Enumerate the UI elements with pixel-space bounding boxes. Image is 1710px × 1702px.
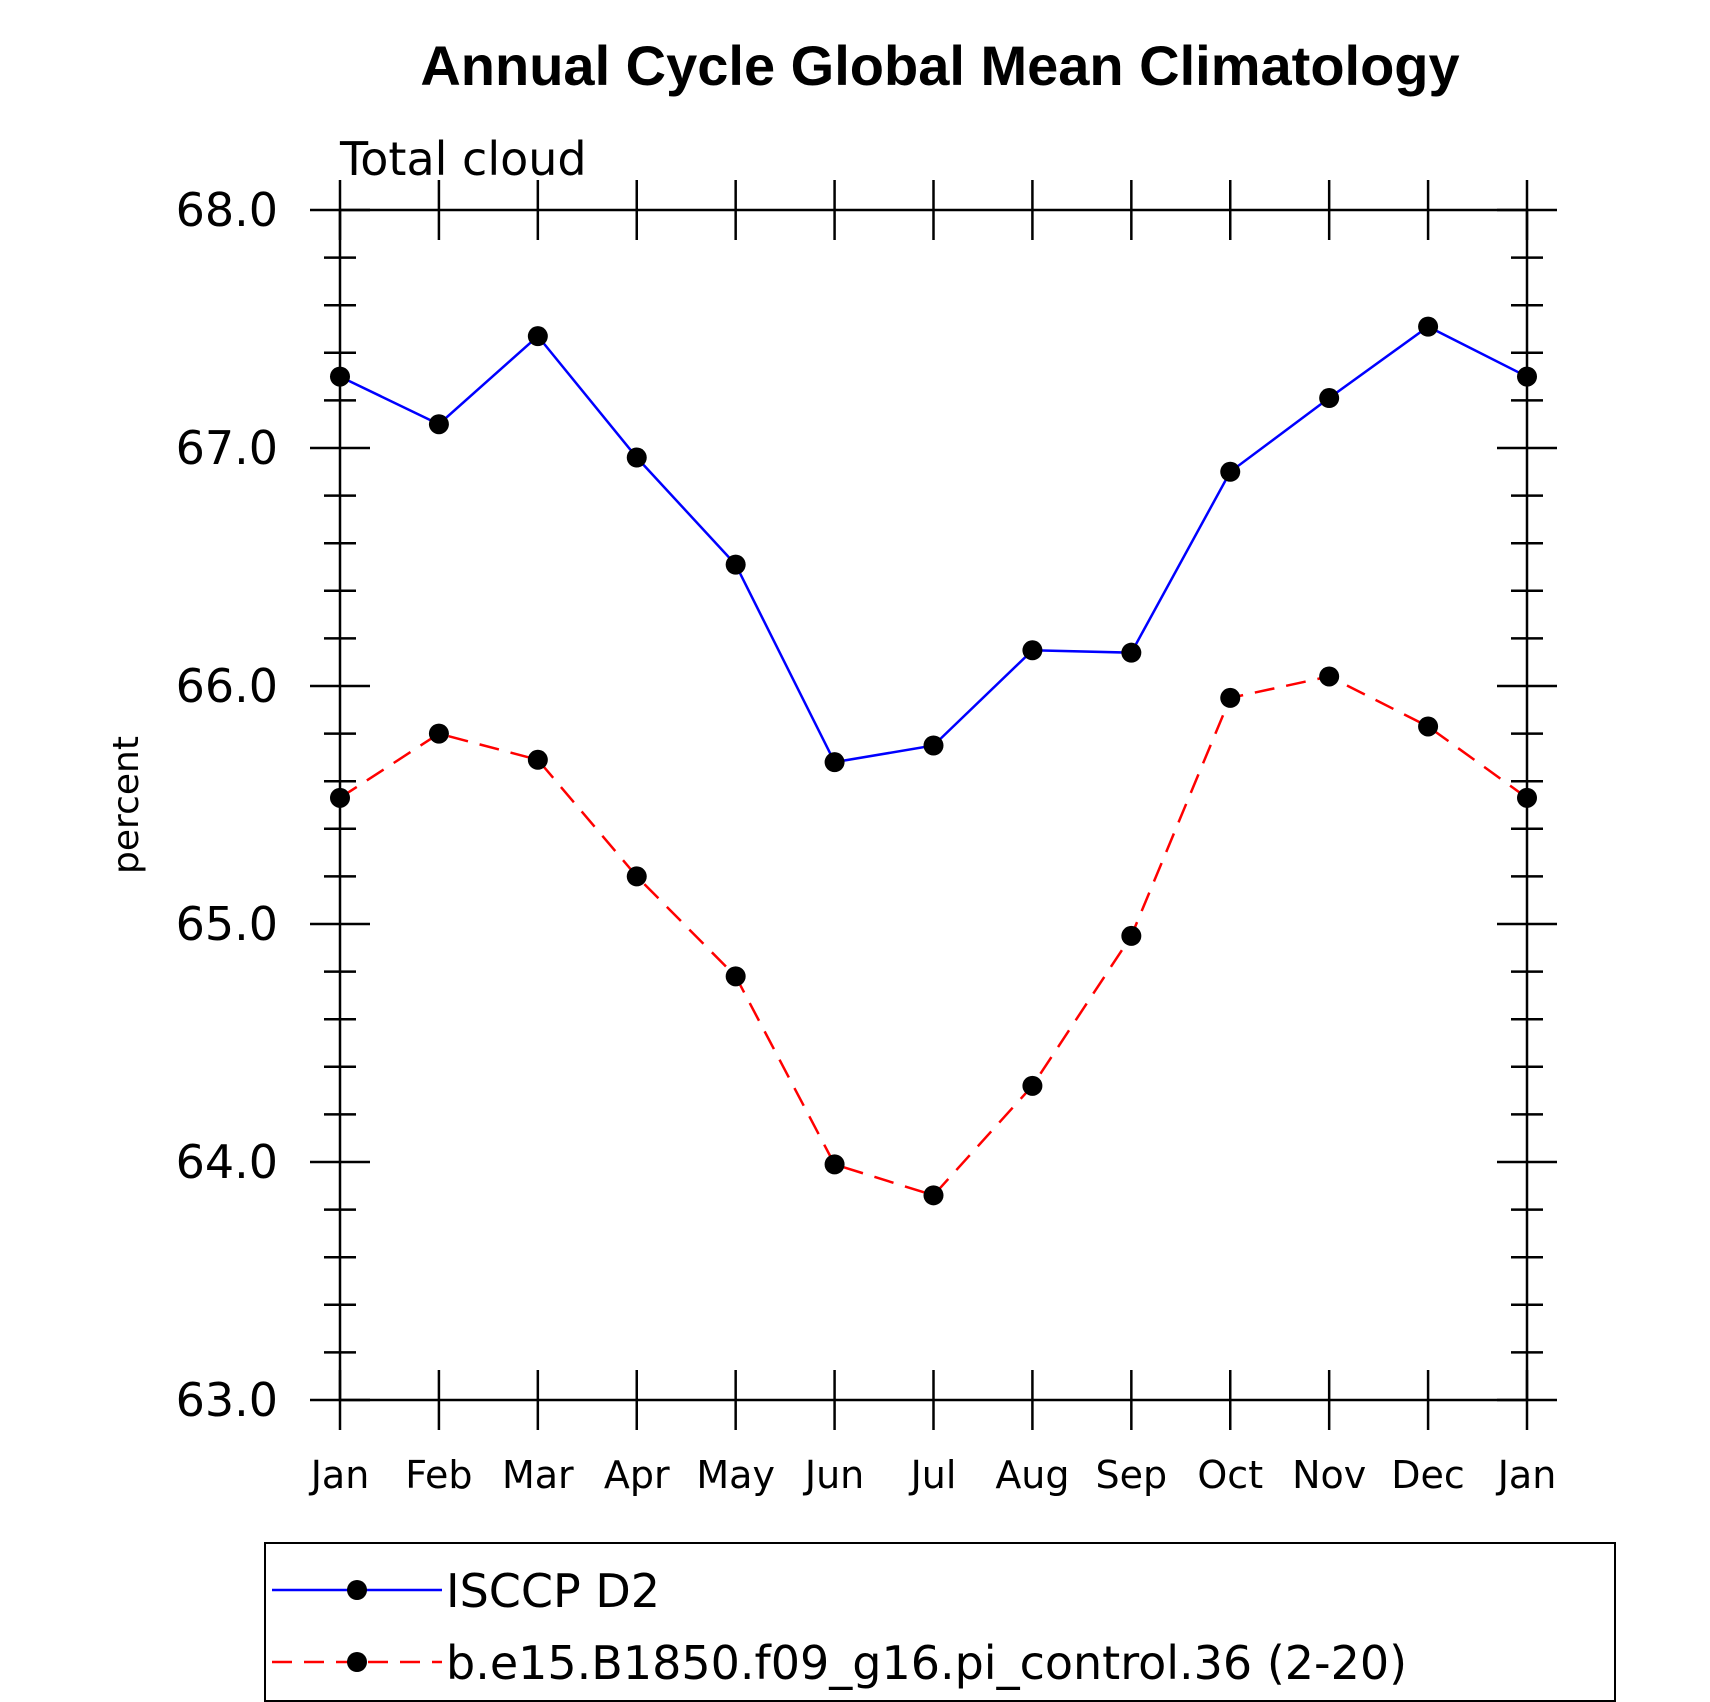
series-2-point — [527, 749, 548, 770]
series-2-point — [1022, 1075, 1043, 1096]
x-tick-label: Jul — [909, 1453, 957, 1497]
x-tick-label: Oct — [1197, 1453, 1263, 1497]
series-2-point — [725, 966, 746, 987]
y-tick-label: 66.0 — [176, 659, 278, 713]
x-tick-label: Jan — [309, 1453, 370, 1497]
x-tick-label: Mar — [502, 1453, 574, 1497]
legend-label-2: b.e15.B1850.f09_g16.pi_control.36 (2-20) — [446, 1636, 1407, 1690]
x-tick-label: Jan — [1496, 1453, 1557, 1497]
x-tick-label: Sep — [1096, 1453, 1168, 1497]
x-tick-label: Nov — [1292, 1453, 1366, 1497]
series-2-point — [1121, 925, 1142, 946]
legend: ISCCP D2 b.e15.B1850.f09_g16.pi_control.3… — [264, 1542, 1616, 1702]
series-1-point — [1418, 316, 1439, 337]
series-1-point — [1220, 461, 1241, 482]
x-tick-label: Aug — [995, 1453, 1069, 1497]
series-2-point — [1418, 716, 1439, 737]
plot-frame — [338, 208, 1529, 1402]
series-2-point — [1517, 787, 1537, 808]
y-tick-label: 63.0 — [176, 1373, 278, 1427]
series-2-point — [626, 866, 647, 887]
x-tick-label: Apr — [604, 1453, 670, 1497]
x-tick-label: Jun — [803, 1453, 864, 1497]
series-1-point — [1517, 366, 1537, 387]
chart-subtitle: Total cloud — [339, 132, 587, 186]
series-2-point — [923, 1185, 944, 1206]
legend-box — [264, 1542, 1616, 1702]
series-1-point — [1319, 388, 1340, 409]
y-tick-label: 68.0 — [176, 183, 278, 237]
y-axis-label: percent — [106, 736, 147, 874]
series-1-point — [1022, 640, 1043, 661]
series-2-point — [1319, 666, 1340, 687]
series-1-point — [1121, 642, 1142, 663]
series-1-point — [725, 554, 746, 575]
legend-label-1: ISCCP D2 — [446, 1564, 660, 1618]
series-2-point — [1220, 687, 1241, 708]
y-tick-label: 65.0 — [176, 897, 278, 951]
series-line-1 — [339, 325, 1528, 764]
series-1-point — [824, 752, 845, 773]
series-1-point — [330, 366, 350, 387]
series-1-point — [626, 447, 647, 468]
series-2-point — [428, 723, 449, 744]
x-tick-label: May — [696, 1453, 775, 1497]
series-2-point — [824, 1154, 845, 1175]
plot-border — [338, 208, 1529, 1402]
series-1-point — [923, 735, 944, 756]
axis-ticks: Jan Feb Mar Apr May Jun Jul Aug Sep Oct Nov Dec Jan 6… — [176, 180, 1557, 1497]
chart-title: Annual Cycle Global Mean Climatology — [420, 34, 1459, 97]
series-group — [330, 316, 1537, 1206]
series-1-point — [527, 326, 548, 347]
series-2-point — [330, 787, 350, 808]
legend-marker-1 — [347, 1580, 367, 1600]
y-tick-label: 64.0 — [176, 1135, 278, 1189]
y-tick-label: 67.0 — [176, 421, 278, 475]
x-tick-label: Dec — [1391, 1453, 1465, 1497]
series-1-point — [428, 414, 449, 435]
legend-marker-2 — [347, 1652, 367, 1672]
x-tick-label: Feb — [405, 1453, 472, 1497]
